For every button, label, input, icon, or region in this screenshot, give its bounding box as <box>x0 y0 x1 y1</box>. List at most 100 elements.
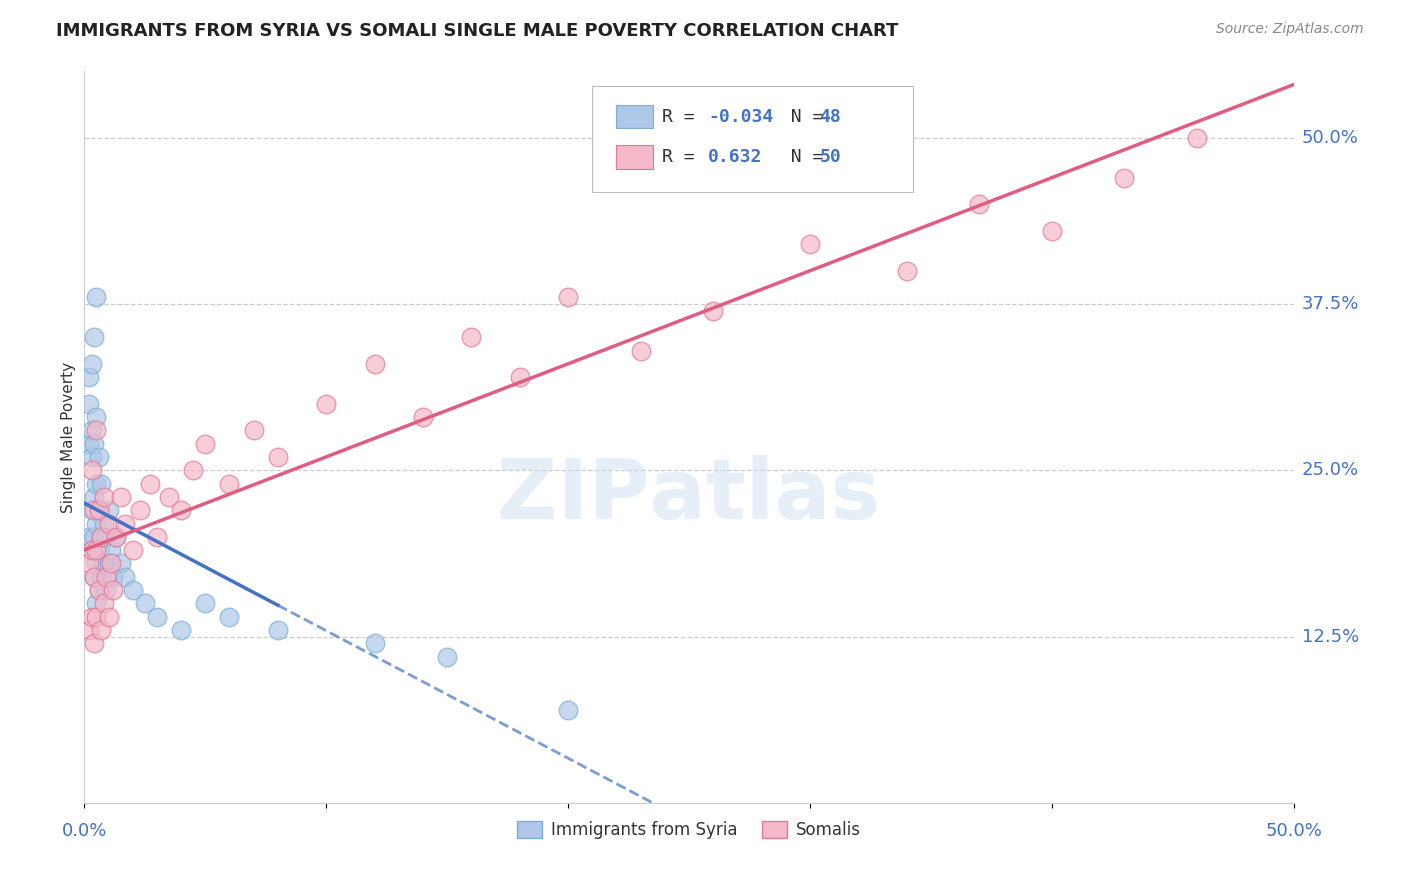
Point <box>86 476 108 491</box>
Point <box>87 503 110 517</box>
Point <box>181 463 204 477</box>
Point <box>80 357 103 371</box>
Text: N =: N = <box>769 148 834 166</box>
Point <box>194 436 217 450</box>
Text: 12.5%: 12.5% <box>1302 628 1360 646</box>
Point <box>170 623 193 637</box>
Point <box>86 410 108 425</box>
Point <box>218 476 240 491</box>
Text: R =: R = <box>662 148 717 166</box>
Point <box>97 609 120 624</box>
Point <box>87 503 110 517</box>
Point <box>83 636 105 650</box>
Point <box>267 450 290 464</box>
Point <box>93 557 115 571</box>
Point <box>83 330 105 344</box>
Text: IMMIGRANTS FROM SYRIA VS SOMALI SINGLE MALE POVERTY CORRELATION CHART: IMMIGRANTS FROM SYRIA VS SOMALI SINGLE M… <box>56 22 898 40</box>
Point <box>77 530 100 544</box>
Point <box>77 623 100 637</box>
Point <box>83 570 105 584</box>
Point <box>90 530 112 544</box>
Point <box>121 543 143 558</box>
Point <box>103 570 125 584</box>
Point <box>121 582 143 597</box>
Point <box>77 370 100 384</box>
Point <box>83 503 105 517</box>
Point <box>104 530 127 544</box>
Point <box>110 557 132 571</box>
Point <box>146 609 169 624</box>
Point <box>80 543 103 558</box>
Point <box>90 623 112 637</box>
Text: ZIP​atlas: ZIP​atlas <box>498 455 880 536</box>
Text: 25.0%: 25.0% <box>1302 461 1360 479</box>
Point <box>80 543 103 558</box>
Point <box>93 490 115 504</box>
Text: 0.632: 0.632 <box>709 148 762 166</box>
Point <box>114 516 136 531</box>
Point <box>194 596 217 610</box>
Point <box>86 557 108 571</box>
Point <box>1114 170 1136 185</box>
Point <box>103 582 125 597</box>
Text: 48: 48 <box>820 108 841 126</box>
Text: 50: 50 <box>820 148 841 166</box>
Point <box>157 490 180 504</box>
Point <box>93 516 115 531</box>
Point <box>967 197 990 211</box>
Text: N =: N = <box>769 108 834 126</box>
Point <box>315 397 337 411</box>
Point <box>83 530 105 544</box>
Point <box>363 636 385 650</box>
Point <box>94 530 117 544</box>
Bar <box>616 105 652 128</box>
Point <box>104 530 127 544</box>
Point <box>557 703 579 717</box>
Point <box>86 609 108 624</box>
Point <box>218 609 240 624</box>
Point <box>100 543 122 558</box>
Text: 37.5%: 37.5% <box>1302 295 1360 313</box>
Point <box>436 649 458 664</box>
Point <box>86 516 108 531</box>
Point <box>799 237 821 252</box>
Point <box>97 557 120 571</box>
Point <box>86 543 108 558</box>
Point <box>267 623 290 637</box>
Point <box>97 503 120 517</box>
Point <box>90 476 112 491</box>
Point <box>77 397 100 411</box>
Point <box>80 424 103 438</box>
Text: R =: R = <box>662 108 706 126</box>
Point <box>90 570 112 584</box>
Point <box>86 424 108 438</box>
Point <box>129 503 152 517</box>
Point <box>83 490 105 504</box>
Bar <box>616 145 652 169</box>
Point <box>94 582 117 597</box>
Point <box>80 463 103 477</box>
Point <box>94 570 117 584</box>
Point <box>100 557 122 571</box>
Point <box>110 490 132 504</box>
Point <box>1040 224 1063 238</box>
Point <box>242 424 264 438</box>
Point <box>557 290 579 304</box>
Point <box>509 370 531 384</box>
Point <box>114 570 136 584</box>
Point <box>90 530 112 544</box>
Point <box>630 343 652 358</box>
Text: 50.0%: 50.0% <box>1265 822 1322 840</box>
Point <box>363 357 385 371</box>
Point <box>87 543 110 558</box>
Point <box>87 582 110 597</box>
Point <box>87 450 110 464</box>
Point <box>77 436 100 450</box>
Point <box>146 530 169 544</box>
Point <box>896 264 918 278</box>
Point <box>86 596 108 610</box>
Y-axis label: Single Male Poverty: Single Male Poverty <box>60 361 76 513</box>
Point <box>702 303 724 318</box>
Point <box>170 503 193 517</box>
Point <box>138 476 160 491</box>
